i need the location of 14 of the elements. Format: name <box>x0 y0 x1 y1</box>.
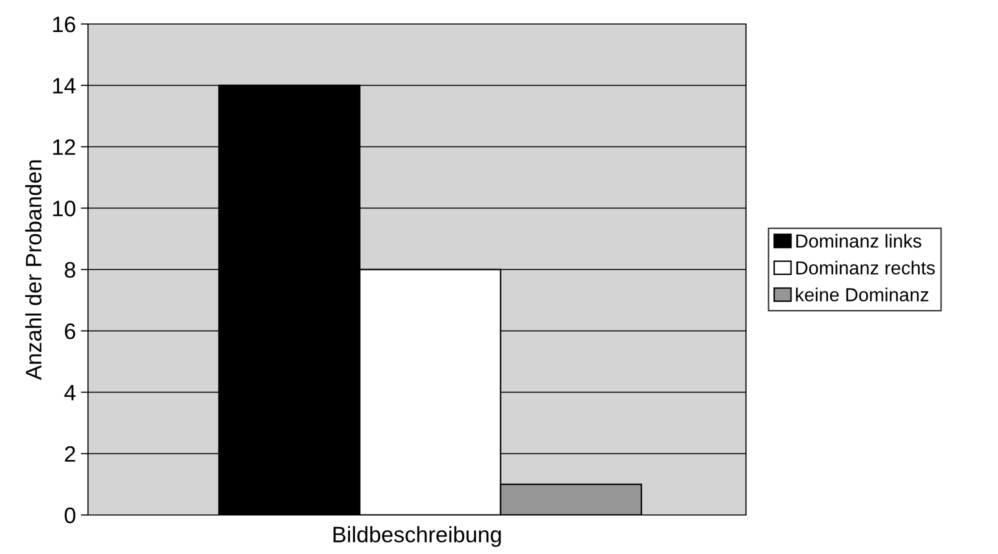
y-tick-label: 0 <box>64 508 76 524</box>
y-tick-label: 10 <box>53 200 76 216</box>
legend-label: Dominanz links <box>796 234 922 248</box>
y-tick-label: 14 <box>53 78 76 94</box>
y-tick-label: 2 <box>64 446 76 462</box>
y-tick-label: 8 <box>64 262 76 278</box>
y-tick-label: 4 <box>64 385 76 400</box>
legend-label: keine Dominanz <box>796 288 928 302</box>
y-tick-label: 16 <box>53 16 76 32</box>
y-tick-label: 6 <box>64 323 76 340</box>
y-axis-title: Anzahl der Probanden <box>25 160 42 380</box>
y-tick-label: 12 <box>53 139 76 155</box>
legend-label: Dominanz rechts <box>796 260 935 275</box>
x-tick-label: Bildbeschreibung <box>334 526 501 547</box>
